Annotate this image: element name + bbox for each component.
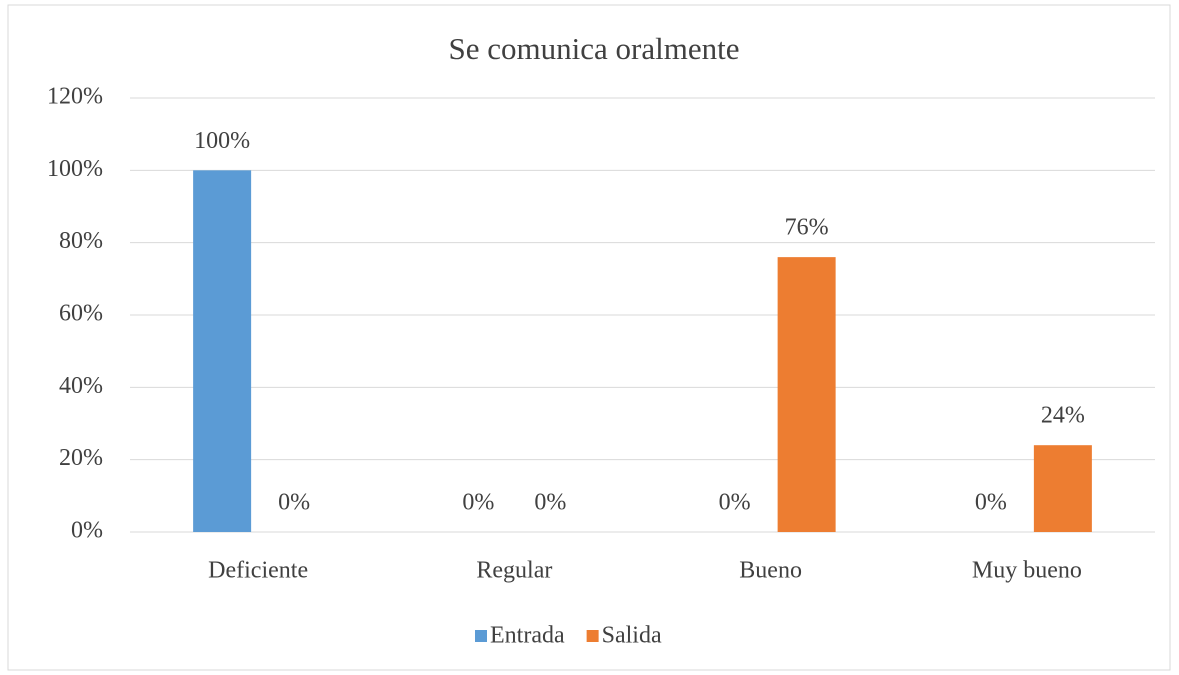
- y-tick-label: 120%: [47, 84, 103, 110]
- data-label: 76%: [785, 215, 829, 241]
- y-tick-label: 80%: [59, 228, 103, 254]
- legend-swatch: [475, 630, 487, 642]
- x-tick-label: Muy bueno: [972, 558, 1082, 584]
- legend-label: Entrada: [490, 623, 565, 649]
- legend-label: Salida: [602, 623, 662, 649]
- data-label: 0%: [975, 490, 1007, 516]
- data-label: 0%: [719, 490, 751, 516]
- data-label: 0%: [278, 490, 310, 516]
- x-tick-label: Bueno: [739, 558, 802, 584]
- y-tick-label: 100%: [47, 156, 103, 182]
- y-tick-label: 40%: [59, 373, 103, 399]
- data-label: 24%: [1041, 403, 1085, 429]
- data-label: 100%: [194, 128, 250, 154]
- bar: [1033, 445, 1092, 532]
- x-tick-label: Regular: [476, 558, 552, 584]
- data-label: 0%: [534, 490, 566, 516]
- x-tick-label: Deficiente: [208, 558, 308, 584]
- bar: [777, 257, 836, 532]
- legend-swatch: [586, 630, 599, 642]
- chart-title: Se comunica oralmente: [449, 31, 740, 66]
- bar: [193, 170, 252, 533]
- data-label: 0%: [462, 490, 494, 516]
- y-tick-label: 0%: [71, 518, 103, 544]
- y-tick-label: 20%: [59, 445, 103, 471]
- y-tick-label: 60%: [59, 301, 103, 327]
